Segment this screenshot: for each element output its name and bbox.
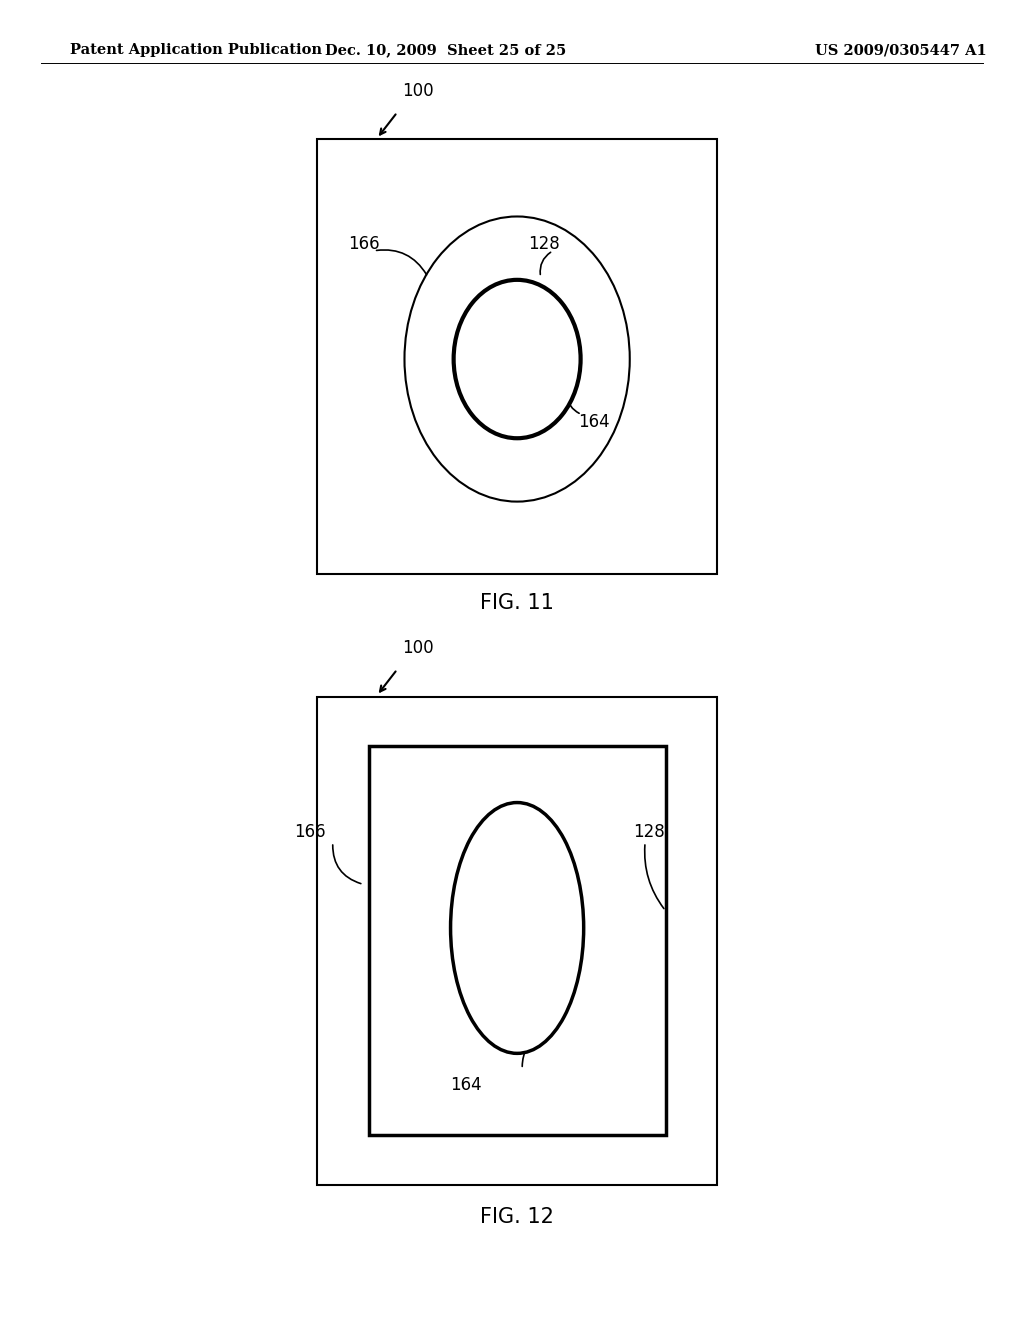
Text: 164: 164 bbox=[579, 413, 610, 432]
Ellipse shape bbox=[451, 803, 584, 1053]
Text: 166: 166 bbox=[294, 822, 326, 841]
Text: 166: 166 bbox=[348, 235, 380, 253]
Text: 128: 128 bbox=[528, 235, 560, 253]
Bar bbox=[369, 746, 666, 1135]
Text: 136: 136 bbox=[487, 915, 520, 933]
Text: US 2009/0305447 A1: US 2009/0305447 A1 bbox=[815, 44, 987, 57]
Text: 100: 100 bbox=[402, 639, 434, 657]
Text: 164: 164 bbox=[451, 1076, 481, 1094]
Ellipse shape bbox=[404, 216, 630, 502]
Text: 100: 100 bbox=[402, 82, 434, 100]
Text: Patent Application Publication: Patent Application Publication bbox=[70, 44, 322, 57]
Ellipse shape bbox=[454, 280, 581, 438]
Text: 136: 136 bbox=[487, 350, 520, 368]
Text: 128: 128 bbox=[633, 822, 665, 841]
Text: FIG. 12: FIG. 12 bbox=[480, 1206, 554, 1228]
Bar bbox=[317, 697, 717, 1185]
Bar bbox=[317, 139, 717, 574]
Text: Dec. 10, 2009  Sheet 25 of 25: Dec. 10, 2009 Sheet 25 of 25 bbox=[325, 44, 566, 57]
Text: FIG. 11: FIG. 11 bbox=[480, 593, 554, 614]
